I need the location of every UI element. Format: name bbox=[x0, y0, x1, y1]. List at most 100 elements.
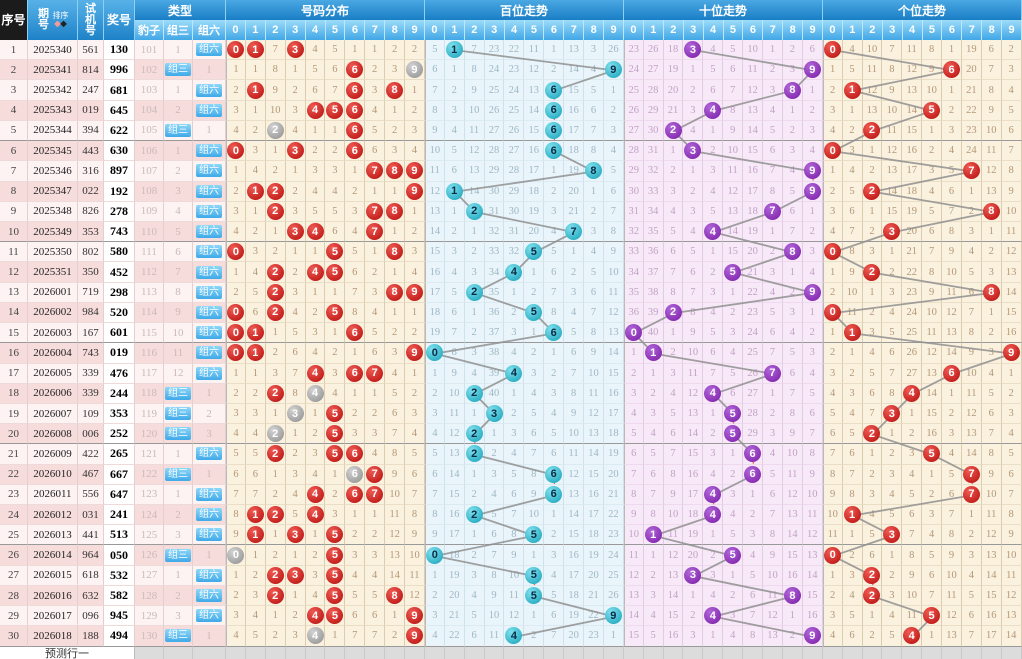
type-cell: 3 bbox=[164, 525, 193, 546]
ball: 8 bbox=[386, 587, 404, 605]
trend-cell: 12 bbox=[981, 161, 1002, 182]
trend-cell: 9 bbox=[1001, 343, 1022, 364]
trend-cell: 1 bbox=[822, 60, 843, 81]
trend-cell: 11 bbox=[802, 505, 823, 526]
type-chip: 组六 bbox=[196, 83, 222, 97]
ball: 1 bbox=[246, 526, 264, 544]
trend-cell: 2 bbox=[424, 585, 445, 607]
trend-cell: 2 bbox=[862, 302, 883, 324]
trend-cell: 6 bbox=[544, 120, 565, 142]
trend-cell: 4 bbox=[226, 120, 246, 142]
type-cell: 1 bbox=[164, 565, 193, 586]
seq-cell: 20 bbox=[0, 424, 28, 445]
trend-cell: 3 bbox=[822, 606, 843, 627]
ball: 4 bbox=[704, 223, 722, 241]
trend-cell: 2 bbox=[703, 424, 724, 445]
trend-cell: 4 bbox=[305, 464, 326, 485]
trend-cell: 5 bbox=[285, 505, 306, 526]
trend-cell: 4 bbox=[981, 363, 1002, 384]
trend-cell: 10 bbox=[524, 505, 545, 526]
trend-cell: 3 bbox=[763, 80, 783, 101]
trend-cell: 38 bbox=[484, 343, 505, 364]
trend-cell: 13 bbox=[603, 323, 624, 344]
trend-cell: 16 bbox=[802, 606, 823, 627]
ball: 5 bbox=[525, 587, 543, 605]
trend-cell: 20 bbox=[584, 565, 604, 586]
trend-cell: 3 bbox=[862, 242, 883, 263]
type-cell: 2 bbox=[193, 403, 226, 425]
trend-cell: 9 bbox=[265, 80, 286, 101]
trend-cell: 1 bbox=[524, 262, 545, 283]
digit-header: 9 bbox=[1002, 20, 1022, 40]
trend-cell: 8 bbox=[981, 282, 1002, 303]
table-row: 26 2026014 964 050 126 组三 1 0 1 2 1 2 5 3 3 13 10 0 18 2 7 9 1… bbox=[0, 545, 1022, 566]
trend-cell: 1 bbox=[544, 505, 565, 526]
trend-cell: 1 bbox=[882, 424, 903, 445]
digit-header: 8 bbox=[783, 20, 804, 40]
trend-cell: 9 bbox=[942, 242, 962, 263]
trend-cell: 13 bbox=[743, 100, 764, 121]
ball: 5 bbox=[326, 607, 344, 625]
trend-cell: 2 bbox=[325, 343, 346, 364]
baozi-miss-cell: 124 bbox=[135, 505, 164, 526]
trend-cell: 2 bbox=[862, 221, 883, 243]
trend-cell: 3 bbox=[603, 120, 624, 142]
trend-cell: 5 bbox=[723, 403, 744, 425]
trend-cell: 8 bbox=[922, 40, 943, 61]
trend-cell: 7 bbox=[763, 363, 783, 384]
trend-cell: 7 bbox=[424, 80, 445, 101]
ball: 3 bbox=[485, 405, 503, 423]
trend-cell: 0 bbox=[822, 302, 843, 324]
sort-desc-icon[interactable]: ◆ bbox=[60, 19, 67, 28]
digit-header: 1 bbox=[444, 20, 465, 40]
trend-cell: 1 bbox=[325, 626, 346, 647]
trend-cell: 4 bbox=[902, 464, 923, 485]
trend-cell: 2 bbox=[444, 221, 465, 243]
digit-header: 2 bbox=[464, 20, 485, 40]
trend-cell: 14 bbox=[723, 221, 744, 243]
trend-cell: 23 bbox=[902, 282, 923, 303]
trend-cell: 10 bbox=[723, 141, 744, 162]
trend-cell: 9 bbox=[763, 545, 783, 566]
test-number-cell: 019 bbox=[78, 100, 104, 121]
seq-cell: 24 bbox=[0, 505, 28, 526]
trend-cell: 2 bbox=[763, 403, 783, 425]
trend-cell: 8 bbox=[385, 80, 406, 101]
trend-cell: 2 bbox=[922, 141, 943, 162]
trend-cell: 8 bbox=[902, 545, 923, 566]
trend-cell: 3 bbox=[683, 100, 704, 121]
trend-cell: 2 bbox=[265, 343, 286, 364]
trend-cell: 4 bbox=[1001, 424, 1022, 445]
trend-cell: 6 bbox=[504, 484, 525, 506]
ball: 7 bbox=[366, 202, 384, 220]
trend-cell: 28 bbox=[743, 403, 764, 425]
trend-cell: 6 bbox=[1001, 120, 1022, 142]
trend-cell: 10 bbox=[882, 100, 903, 121]
trend-cell: 2 bbox=[723, 585, 744, 607]
trend-cell: 14 bbox=[623, 606, 644, 627]
sort-asc-icon[interactable]: ◆ bbox=[54, 19, 61, 28]
trend-cell: 10 bbox=[942, 565, 962, 586]
trend-cell: 12 bbox=[444, 424, 465, 445]
trend-cell: 11 bbox=[603, 282, 624, 303]
trend-cell: 5 bbox=[961, 262, 982, 283]
trend-cell: 12 bbox=[782, 484, 803, 506]
seq-cell: 19 bbox=[0, 403, 28, 425]
prediction-empty-cell bbox=[882, 646, 903, 659]
trend-cell: 5 bbox=[325, 606, 346, 627]
trend-cell: 1 bbox=[504, 282, 525, 303]
seq-cell: 22 bbox=[0, 464, 28, 485]
trend-cell: 2 bbox=[842, 363, 863, 384]
prediction-empty-cell bbox=[345, 646, 366, 659]
trend-cell: 2 bbox=[226, 282, 246, 303]
trend-cell: 6 bbox=[405, 464, 425, 485]
trend-cell: 1 bbox=[464, 221, 485, 243]
trend-cell: 2 bbox=[822, 181, 843, 202]
trend-cell: 4 bbox=[663, 201, 684, 222]
trend-cell: 10 bbox=[405, 545, 425, 566]
ball: 4 bbox=[704, 506, 722, 524]
ball: 3 bbox=[286, 142, 304, 160]
sort-control[interactable]: 排序 ◆◆ bbox=[53, 12, 69, 28]
header-period: 期号 排序 ◆◆ bbox=[28, 0, 78, 40]
prize-number-cell: 897 bbox=[104, 161, 135, 182]
